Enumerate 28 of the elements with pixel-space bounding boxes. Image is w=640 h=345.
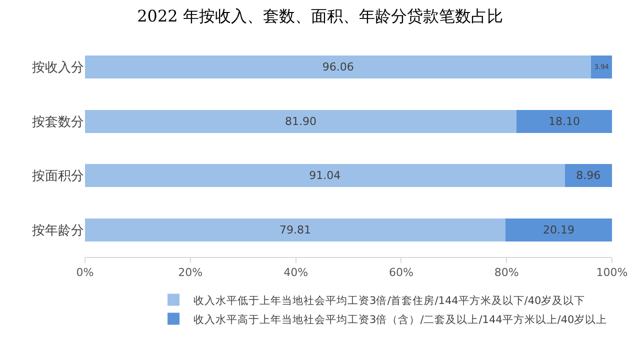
text: 18.10	[548, 114, 580, 128]
text: 81.90	[285, 114, 317, 128]
y-tick-label: 按年龄分	[32, 223, 84, 238]
x-tick-label: 20%	[178, 266, 203, 280]
y-tick-label: 按面积分	[32, 169, 84, 184]
bar	[591, 56, 612, 79]
bar	[564, 164, 612, 188]
text: 91.04	[309, 169, 341, 182]
x-tick-label: 100%	[596, 266, 628, 280]
text: 96.06	[322, 60, 354, 74]
bar	[85, 218, 506, 242]
x-tick-label: 40%	[284, 266, 308, 280]
bar	[516, 110, 612, 133]
legend-label: 收入水平高于上年当地社会平均工资3倍（含）/二套及以上/144平方米以上/40岁以上	[194, 312, 608, 326]
x-tick-label: 80%	[494, 266, 519, 280]
legend-label: 收入水平低于上年当地社会平均工资3倍/首套住房/144平方米及以下/40岁及以下	[194, 294, 586, 307]
bar	[506, 218, 612, 242]
chart-title: 2022 年按收入、套数、面积、年龄分贷款笔数占比	[137, 6, 503, 26]
bar	[85, 164, 565, 188]
y-tick-label: 按收入分	[32, 60, 84, 76]
text: 79.81	[280, 223, 312, 236]
text: 20.19	[543, 223, 575, 236]
bar	[85, 110, 517, 133]
x-tick-label: 0%	[76, 266, 94, 280]
y-tick-label: 按套数分	[32, 114, 84, 130]
text: 8.96	[576, 169, 601, 182]
bar	[85, 56, 592, 79]
x-tick-label: 60%	[388, 266, 414, 280]
